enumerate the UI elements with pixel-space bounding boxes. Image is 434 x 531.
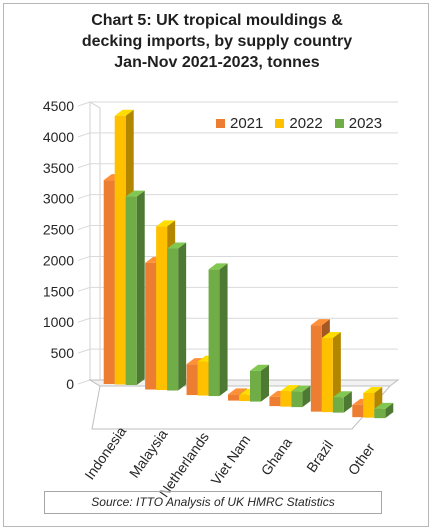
bar-top <box>156 220 176 227</box>
bar <box>250 370 261 402</box>
bar <box>352 404 364 418</box>
bar-side <box>302 385 311 408</box>
y-tick-label: 1000 <box>43 314 74 330</box>
bar-side <box>343 391 352 413</box>
legend-label-2023: 2023 <box>348 114 383 132</box>
bar-top <box>321 332 341 339</box>
bar-top <box>332 391 352 398</box>
bar <box>186 364 198 396</box>
y-tick-label: 2000 <box>43 252 74 268</box>
legend-item-2022: 2022 <box>275 114 323 132</box>
y-tick-label: 3000 <box>43 191 74 207</box>
bar-top <box>291 385 311 392</box>
gridline-side <box>77 255 91 261</box>
bar <box>239 394 250 402</box>
bar <box>208 269 220 397</box>
bar <box>363 392 375 418</box>
y-tick-label: 3500 <box>43 160 74 176</box>
bar <box>103 180 115 384</box>
bar <box>269 396 281 407</box>
y-tick-label: 4500 <box>43 98 74 114</box>
y-tick-label: 2500 <box>43 222 74 238</box>
gridline-side <box>77 132 91 138</box>
legend-swatch-2023 <box>334 118 344 128</box>
bar <box>310 325 322 412</box>
bar <box>156 226 168 391</box>
x-tick-label: Viet Nam <box>207 432 253 488</box>
bar <box>291 391 303 408</box>
x-tick-label: Indonesia <box>81 423 129 482</box>
bar <box>114 115 126 385</box>
bar-top <box>167 242 187 249</box>
bar <box>280 391 292 407</box>
bar-top <box>208 263 228 270</box>
legend-swatch-2022 <box>275 118 285 128</box>
chart-title-line-1: Chart 5: UK tropical mouldings & <box>91 12 343 29</box>
y-tick-label: 4000 <box>43 129 74 145</box>
bar <box>125 196 137 385</box>
bar <box>332 397 344 413</box>
legend-label-2022: 2022 <box>289 114 323 132</box>
side-wall <box>89 101 101 387</box>
x-tick-label: Malaysia <box>126 426 171 481</box>
bar-top <box>363 386 383 393</box>
legend-swatch-2021 <box>216 118 225 128</box>
bar-side <box>385 402 394 419</box>
gridline-side <box>77 225 91 231</box>
bar <box>321 338 333 413</box>
gridline-side <box>77 163 91 169</box>
gridline-side <box>77 379 91 385</box>
bar <box>374 408 386 419</box>
y-tick-label: 0 <box>66 376 74 392</box>
bar <box>228 394 239 401</box>
gridline-side <box>77 317 91 323</box>
bar-side <box>178 242 187 391</box>
legend-item-2021: 2021 <box>216 115 263 132</box>
bar-top <box>250 364 269 371</box>
chart-title-line-3: Jan-Nov 2021-2023, tonnes <box>114 54 320 71</box>
bar-top <box>114 109 134 116</box>
gridline-side <box>77 101 91 107</box>
gridline-side <box>77 286 91 292</box>
bar-side <box>261 364 269 402</box>
gridline-side <box>77 348 91 354</box>
chart-legend: 2021 2022 2023 <box>216 114 394 132</box>
bar <box>167 248 179 391</box>
bar-side <box>136 190 145 385</box>
bar-top <box>228 388 247 395</box>
bar <box>197 361 209 396</box>
bar-side <box>332 332 341 413</box>
bar-top <box>125 190 145 197</box>
gridline-side <box>77 194 91 200</box>
bar-top <box>280 385 300 392</box>
bar-top <box>310 319 330 326</box>
x-tick-label: Ghana <box>258 434 295 478</box>
bar-top <box>374 402 394 409</box>
legend-label-2021: 2021 <box>230 114 264 132</box>
source-note: Source: ITTO Analysis of UK HMRC Statist… <box>44 491 382 514</box>
y-tick-label: 500 <box>51 345 75 361</box>
chart-title-line-2: decking imports, by supply country <box>81 33 353 50</box>
y-tick-label: 1500 <box>43 283 74 299</box>
legend-item-2023: 2023 <box>334 114 383 132</box>
bar-side <box>219 263 228 397</box>
chart-title: Chart 5: UK tropical mouldings & decking… <box>4 10 430 73</box>
bar <box>145 262 157 390</box>
x-tick-label: Brazil <box>303 437 336 475</box>
x-tick-label: Other <box>345 440 378 478</box>
